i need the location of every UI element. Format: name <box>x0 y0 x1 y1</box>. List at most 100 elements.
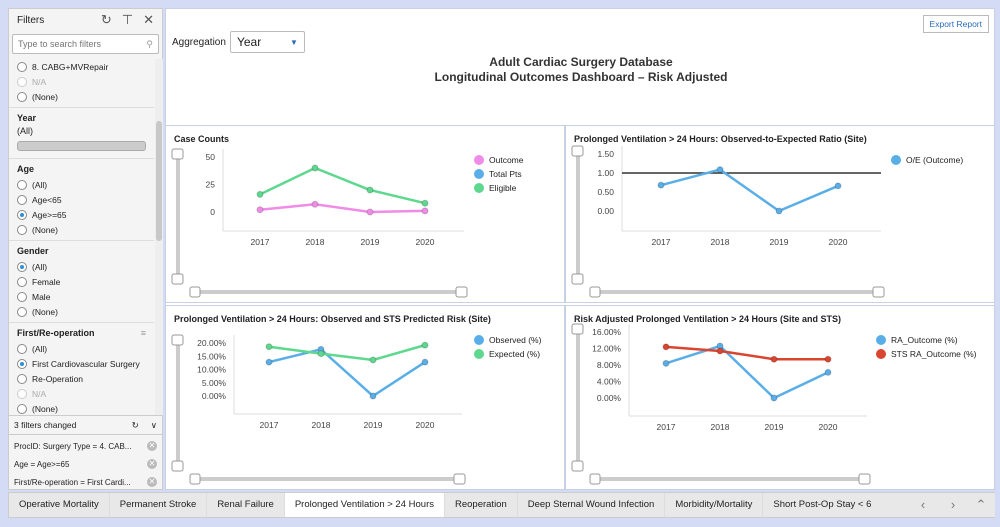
radio-button[interactable] <box>17 224 27 235</box>
slider-handle[interactable] <box>171 460 184 472</box>
tab-item[interactable]: Morbidity/Mortality <box>665 493 764 517</box>
filter-option[interactable]: First Cardiovascular Surgery <box>17 356 146 371</box>
filters-changed-bar[interactable]: 3 filters changed ↻ ∨ <box>9 415 162 435</box>
tab-item[interactable]: Renal Failure <box>207 493 285 517</box>
radio-button[interactable] <box>17 291 27 302</box>
radio-button[interactable] <box>17 343 27 354</box>
legend-item[interactable]: Observed (%) <box>474 333 541 347</box>
reset-icon[interactable]: ↻ <box>100 12 112 27</box>
radio-button[interactable] <box>17 306 27 317</box>
chevron-down-icon[interactable]: ∨ <box>150 419 157 430</box>
tab-item[interactable]: Operative Mortality <box>9 493 110 517</box>
menu-icon[interactable]: ≡ <box>140 328 146 338</box>
radio-button[interactable] <box>17 403 27 414</box>
y-tick-label: 16.00% <box>592 327 621 337</box>
legend-item[interactable]: O/E (Outcome) <box>891 153 963 167</box>
slider-handle[interactable] <box>453 473 466 485</box>
legend-item[interactable]: Expected (%) <box>474 347 541 361</box>
remove-filter-icon[interactable]: ✕ <box>147 477 157 487</box>
radio-button[interactable] <box>17 209 27 220</box>
legend-item[interactable]: Outcome <box>474 153 524 167</box>
filter-search-input[interactable] <box>18 39 147 49</box>
legend-label: O/E (Outcome) <box>906 155 964 165</box>
slider-handle[interactable] <box>171 273 184 285</box>
radio-button[interactable] <box>17 61 27 72</box>
data-point <box>256 190 264 198</box>
export-report-button[interactable]: Export Report <box>922 15 989 33</box>
slider-handle[interactable] <box>571 323 584 335</box>
aggregation-select[interactable]: Year ▼ <box>229 31 305 53</box>
chevron-right-icon[interactable]: › <box>939 493 967 517</box>
filter-option[interactable]: N/A <box>17 386 146 401</box>
tab-item[interactable]: Deep Sternal Wound Infection <box>518 493 666 517</box>
radio-button[interactable] <box>17 76 27 87</box>
slider-handle[interactable] <box>589 473 601 485</box>
radio-button[interactable] <box>17 276 27 287</box>
slider-handle[interactable] <box>571 273 584 285</box>
filter-option[interactable]: (None) <box>17 401 146 415</box>
radio-button[interactable] <box>17 373 27 384</box>
tab-item[interactable]: Short Post-Op Stay < 6 <box>773 499 872 510</box>
slider-handle[interactable] <box>589 286 601 298</box>
legend-item[interactable]: Eligible <box>474 181 524 195</box>
y-tick-label: 15.00% <box>197 351 226 361</box>
aggregation-label: Aggregation <box>172 36 226 48</box>
slider-handle[interactable] <box>571 145 584 157</box>
legend-item[interactable]: RA_Outcome (%) <box>876 333 977 347</box>
filter-option[interactable]: (All) <box>17 177 146 192</box>
filter-option[interactable]: (All) <box>17 259 146 274</box>
filter-option[interactable]: (None) <box>17 222 146 237</box>
undo-icon[interactable]: ↻ <box>131 419 139 430</box>
remove-filter-icon[interactable]: ✕ <box>147 441 157 451</box>
x-tick-label: 2017 <box>251 237 270 247</box>
data-point <box>317 350 325 358</box>
slider-handle[interactable] <box>872 286 885 298</box>
filter-option[interactable]: Re-Operation <box>17 371 146 386</box>
slider-handle[interactable] <box>858 473 871 485</box>
filter-option[interactable]: Age>=65 <box>17 207 146 222</box>
slider-handle[interactable] <box>455 286 468 298</box>
remove-filter-icon[interactable]: ✕ <box>147 459 157 469</box>
legend-item[interactable]: STS RA_Outcome (%) <box>876 347 977 361</box>
filter-search[interactable]: ⚲ <box>12 34 159 54</box>
chevrons-up-icon[interactable]: ⌃ <box>967 493 995 517</box>
pin-icon[interactable]: ⊤ <box>121 12 134 27</box>
radio-button[interactable] <box>17 358 27 369</box>
tab-bar: Operative Mortality Permanent Stroke Renal… <box>8 492 995 518</box>
option-label: (None) <box>32 91 58 102</box>
filter-option[interactable]: 8. CABG+MVRepair <box>17 59 146 74</box>
filter-option[interactable]: (All) <box>17 341 146 356</box>
changed-filter-item[interactable]: Age = Age>=65 ✕ <box>9 455 162 473</box>
x-tick-label: 2020 <box>416 237 435 247</box>
tab-item[interactable]: Permanent Stroke <box>110 493 208 517</box>
x-tick-label: 2019 <box>364 420 383 430</box>
year-range-slider[interactable] <box>17 141 146 151</box>
filter-option[interactable]: Age<65 <box>17 192 146 207</box>
changed-filter-item[interactable]: ProcID: Surgery Type = 4. CAB... ✕ <box>9 437 162 455</box>
chart-title: Risk Adjusted Prolonged Ventilation > 24… <box>574 314 841 324</box>
filter-option[interactable]: (None) <box>17 304 146 319</box>
close-icon[interactable]: ✕ <box>143 12 154 27</box>
slider-handle[interactable] <box>171 148 184 160</box>
radio-button[interactable] <box>17 194 27 205</box>
slider-handle[interactable] <box>571 460 584 472</box>
chevron-left-icon[interactable]: ‹ <box>909 493 937 517</box>
legend-item[interactable]: Total Pts <box>474 167 524 181</box>
radio-button[interactable] <box>17 91 27 102</box>
radio-button[interactable] <box>17 388 27 399</box>
changed-filter-item[interactable]: First/Re-operation = First Cardi... ✕ <box>9 473 162 491</box>
filter-option[interactable]: Male <box>17 289 146 304</box>
filter-option[interactable]: N/A <box>17 74 146 89</box>
filter-option[interactable]: Female <box>17 274 146 289</box>
radio-button[interactable] <box>17 179 27 190</box>
chart-panel: Prolonged Ventilation > 24 Hours: Observ… <box>565 125 995 303</box>
dashboard-title: Adult Cardiac Surgery Database <box>489 55 673 69</box>
tab-item[interactable]: Reoperation <box>445 493 518 517</box>
radio-button[interactable] <box>17 261 27 272</box>
tab-item[interactable]: Prolonged Ventilation > 24 Hours <box>284 493 445 517</box>
slider-handle[interactable] <box>171 334 184 346</box>
slider-handle[interactable] <box>189 286 201 298</box>
filter-option[interactable]: (None) <box>17 89 146 104</box>
filter-scrollbar[interactable] <box>155 59 163 415</box>
slider-handle[interactable] <box>189 473 201 485</box>
